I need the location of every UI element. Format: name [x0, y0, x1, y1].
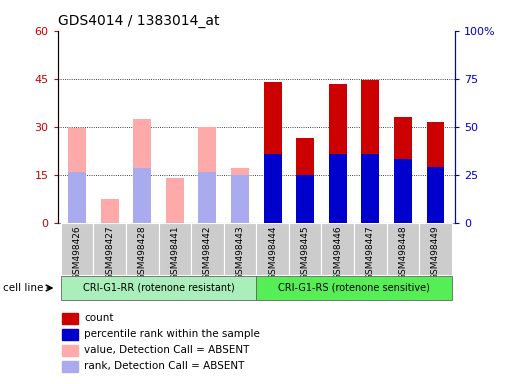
Bar	[426, 122, 445, 223]
Bar	[101, 199, 119, 223]
Text: GSM498444: GSM498444	[268, 225, 277, 280]
Text: cell line: cell line	[3, 283, 43, 293]
Bar	[62, 313, 77, 324]
Text: GSM498442: GSM498442	[203, 225, 212, 280]
Bar	[394, 117, 412, 223]
Text: GSM498445: GSM498445	[301, 225, 310, 280]
Text: CRI-G1-RR (rotenone resistant): CRI-G1-RR (rotenone resistant)	[83, 283, 234, 293]
Text: GSM498428: GSM498428	[138, 225, 147, 280]
Bar	[322, 223, 354, 275]
Bar	[329, 84, 347, 223]
Text: percentile rank within the sample: percentile rank within the sample	[84, 329, 260, 339]
Text: GDS4014 / 1383014_at: GDS4014 / 1383014_at	[58, 14, 219, 28]
Bar	[296, 175, 314, 223]
Bar	[158, 223, 191, 275]
Bar	[224, 223, 256, 275]
Bar	[394, 159, 412, 223]
Text: GSM498446: GSM498446	[333, 225, 342, 280]
Bar	[426, 122, 445, 223]
Bar	[426, 168, 445, 223]
Text: rank, Detection Call = ABSENT: rank, Detection Call = ABSENT	[84, 361, 245, 371]
Bar	[62, 345, 77, 356]
Text: GSM498449: GSM498449	[431, 225, 440, 280]
Bar	[198, 127, 217, 223]
Bar	[289, 223, 322, 275]
Bar	[61, 223, 94, 275]
Text: GSM498448: GSM498448	[399, 225, 407, 280]
Bar	[264, 82, 281, 223]
Text: GSM498443: GSM498443	[235, 225, 244, 280]
Bar	[386, 223, 419, 275]
Bar	[62, 329, 77, 340]
Bar	[133, 168, 151, 223]
Bar	[361, 80, 379, 223]
Bar	[354, 223, 386, 275]
Bar	[126, 223, 158, 275]
Bar	[61, 276, 256, 300]
Bar	[256, 276, 452, 300]
Text: CRI-G1-RS (rotenone sensitive): CRI-G1-RS (rotenone sensitive)	[278, 283, 430, 293]
Text: GSM498426: GSM498426	[73, 225, 82, 280]
Bar	[296, 138, 314, 223]
Bar	[231, 168, 249, 223]
Bar	[256, 223, 289, 275]
Bar	[62, 361, 77, 372]
Bar	[329, 154, 347, 223]
Bar	[426, 167, 445, 223]
Bar	[94, 223, 126, 275]
Text: value, Detection Call = ABSENT: value, Detection Call = ABSENT	[84, 345, 249, 355]
Bar	[68, 172, 86, 223]
Text: GSM498427: GSM498427	[105, 225, 114, 280]
Bar	[68, 128, 86, 223]
Text: count: count	[84, 313, 113, 323]
Bar	[231, 175, 249, 223]
Bar	[419, 223, 452, 275]
Text: GSM498441: GSM498441	[170, 225, 179, 280]
Text: GSM498447: GSM498447	[366, 225, 375, 280]
Bar	[191, 223, 224, 275]
Bar	[198, 172, 217, 223]
Bar	[166, 178, 184, 223]
Bar	[361, 154, 379, 223]
Bar	[264, 154, 281, 223]
Bar	[133, 119, 151, 223]
